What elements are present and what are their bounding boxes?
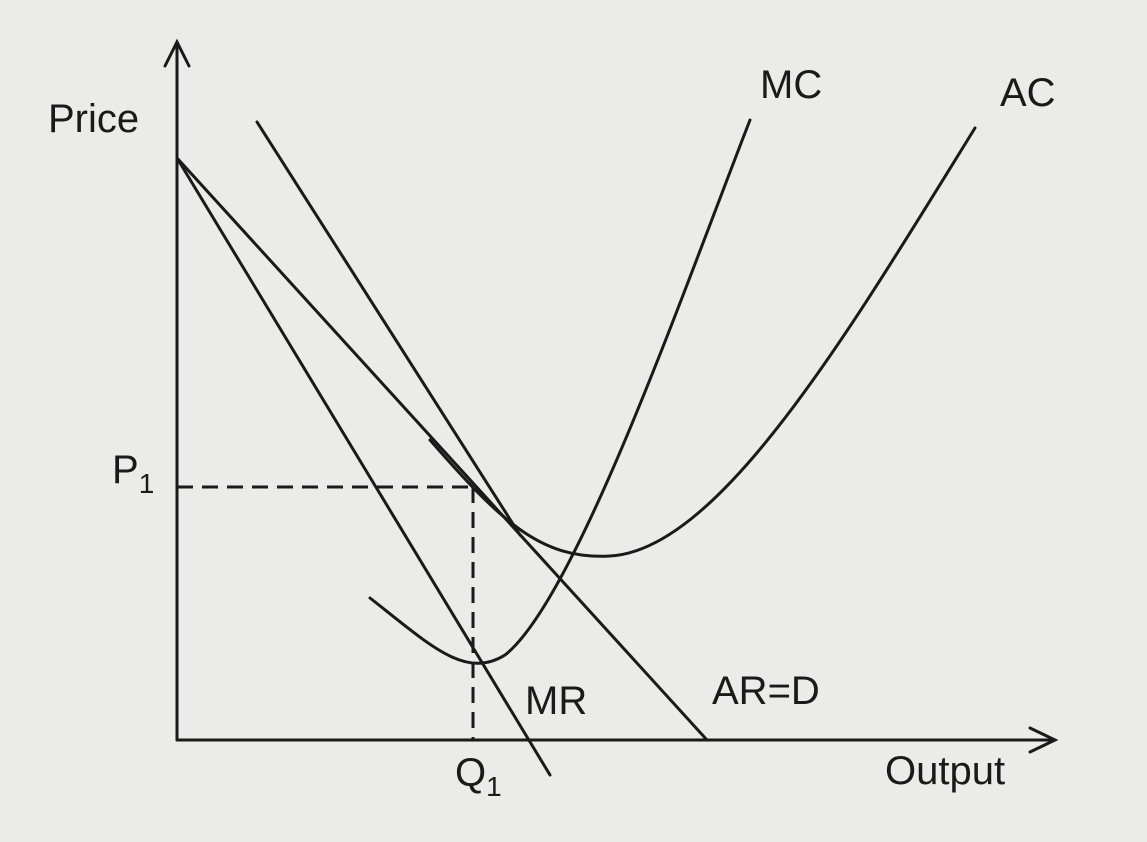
x-axis-label: Output xyxy=(885,749,1005,793)
quantity-marker: Q1 xyxy=(455,751,502,802)
ac-curve xyxy=(428,126,977,558)
ar-line xyxy=(175,156,709,742)
x-axis-arrow xyxy=(1028,726,1059,754)
y-axis-label: Price xyxy=(48,97,139,141)
mc-curve xyxy=(368,118,752,665)
quantity-marker-letter: Q xyxy=(455,751,486,795)
price-marker: P1 xyxy=(112,448,154,499)
ar-label: AR=D xyxy=(712,669,820,713)
ac-label: AC xyxy=(1000,71,1056,115)
mr-line xyxy=(175,156,552,777)
mr-label: MR xyxy=(525,679,587,723)
demand-line xyxy=(255,120,522,537)
y-axis-arrow xyxy=(163,38,191,68)
mc-label: MC xyxy=(760,63,822,107)
quantity-marker-subscript: 1 xyxy=(486,771,502,802)
price-marker-letter: P xyxy=(112,448,139,492)
price-marker-subscript: 1 xyxy=(139,468,155,499)
